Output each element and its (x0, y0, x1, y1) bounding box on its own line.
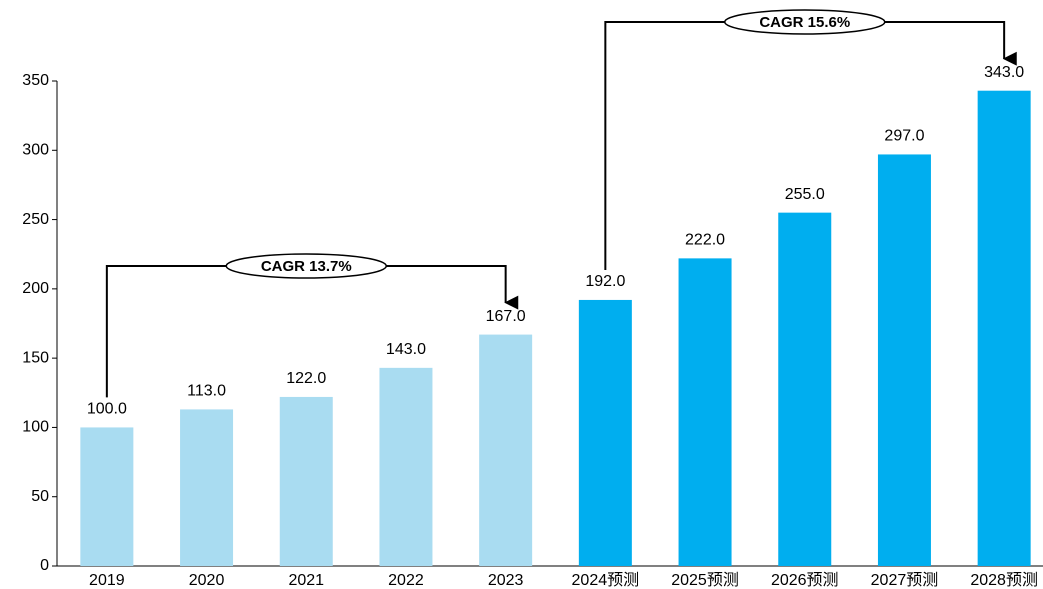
x-tick-label: 2023 (488, 572, 524, 589)
x-tick-label: 2020 (189, 572, 225, 589)
data-label: 143.0 (386, 341, 426, 358)
data-label: 122.0 (286, 370, 326, 387)
bar (180, 409, 234, 566)
bar (578, 299, 632, 566)
y-tick-label: 50 (31, 488, 49, 505)
data-label: 100.0 (87, 401, 127, 418)
bar (379, 367, 433, 566)
cagr-label: CAGR 13.7% (261, 258, 352, 275)
x-tick-label: 2019 (89, 572, 125, 589)
data-label: 192.0 (585, 273, 625, 290)
x-tick-label: 2021 (288, 572, 324, 589)
data-label: 297.0 (884, 128, 924, 145)
x-tick-label: 2028预测 (970, 571, 1038, 589)
y-tick-label: 200 (22, 280, 49, 297)
bar (778, 212, 832, 566)
cagr-ellipse (225, 253, 387, 279)
data-label: 255.0 (785, 186, 825, 203)
x-tick-label: 2027预测 (871, 571, 939, 589)
data-label: 113.0 (187, 383, 226, 400)
x-tick-label: 2025预测 (671, 571, 739, 589)
data-label: 343.0 (984, 64, 1024, 81)
bar (678, 258, 732, 566)
y-tick-label: 100 (22, 419, 49, 436)
data-label: 167.0 (486, 308, 526, 325)
x-tick-label: 2024预测 (572, 571, 640, 589)
y-tick-label: 350 (22, 72, 49, 89)
x-tick-label: 2022 (388, 572, 424, 589)
data-label: 222.0 (685, 232, 725, 249)
y-tick-label: 150 (22, 349, 49, 366)
x-tick-label: 2026预测 (771, 571, 839, 589)
bar (279, 396, 333, 566)
bar (877, 154, 931, 566)
y-tick-label: 250 (22, 211, 49, 228)
bar (80, 427, 134, 566)
bar (977, 90, 1031, 566)
cagr-ellipse (724, 9, 886, 35)
cagr-label: CAGR 15.6% (759, 14, 850, 31)
y-tick-label: 300 (22, 142, 49, 159)
y-tick-label: 0 (40, 557, 49, 574)
bar (479, 334, 533, 566)
